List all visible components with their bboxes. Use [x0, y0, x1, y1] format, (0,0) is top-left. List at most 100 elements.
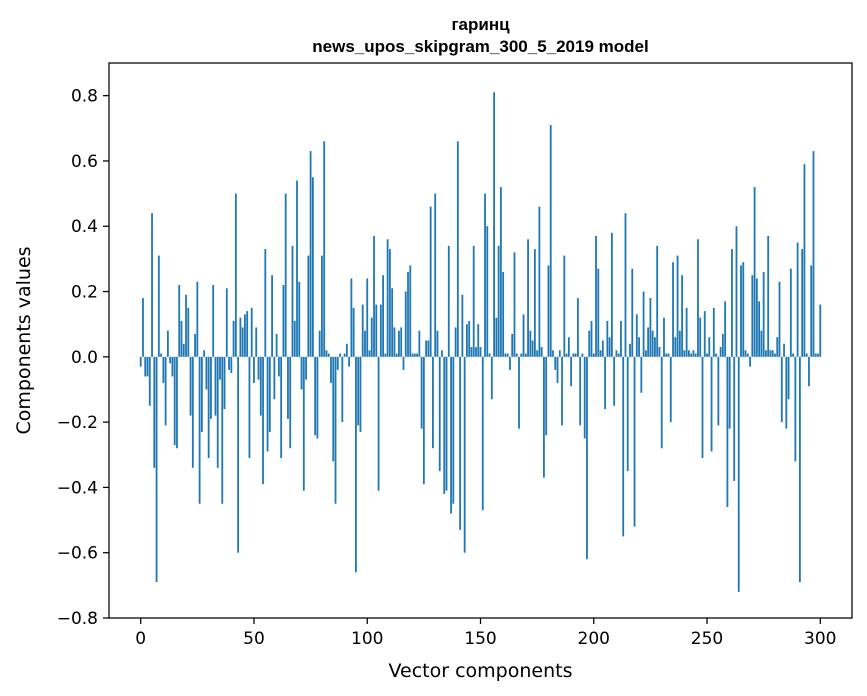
bar-component-202: [597, 268, 600, 357]
bar-component-164: [511, 333, 514, 357]
bar-component-86: [334, 356, 337, 504]
bar-component-43: [237, 356, 240, 553]
bar-component-155: [490, 356, 493, 400]
bar-component-159: [499, 187, 502, 357]
bar-component-143: [463, 356, 466, 553]
bar-component-296: [810, 265, 813, 357]
bar-component-6: [153, 356, 156, 468]
bar-component-72: [302, 356, 305, 491]
bar-component-196: [583, 356, 586, 439]
y-tick-label: −0.2: [57, 413, 98, 433]
bar-component-218: [633, 356, 636, 527]
bar-component-30: [207, 356, 210, 459]
bar-component-28: [203, 350, 206, 357]
bar-component-90: [343, 353, 346, 357]
bar-component-33: [214, 356, 217, 416]
bar-component-188: [565, 353, 568, 357]
bar-component-235: [672, 262, 674, 357]
bar-component-260: [728, 356, 731, 429]
bar-component-83: [327, 353, 330, 357]
bar-component-35: [219, 356, 221, 380]
bar-component-19: [182, 343, 185, 357]
bar-component-122: [416, 353, 418, 357]
bar-component-287: [789, 268, 792, 357]
bar-component-272: [755, 278, 758, 357]
bar-component-57: [268, 356, 271, 432]
bar-component-87: [336, 356, 339, 370]
bar-component-37: [223, 356, 226, 410]
bar-component-281: [776, 337, 779, 357]
bar-component-192: [574, 353, 577, 357]
bar-component-123: [418, 330, 421, 357]
bar-component-276: [765, 350, 767, 357]
bar-component-292: [801, 249, 804, 357]
bar-component-264: [737, 356, 740, 592]
bar-component-153: [486, 226, 489, 357]
bar-component-92: [348, 356, 351, 367]
bar-component-84: [330, 356, 332, 383]
bar-component-275: [762, 271, 765, 357]
bar-component-3: [146, 356, 149, 377]
bar-component-206: [606, 320, 609, 357]
bar-component-49: [250, 307, 253, 357]
bar-component-125: [422, 356, 425, 485]
bar-component-262: [733, 356, 736, 481]
bar-component-214: [624, 213, 627, 357]
bar-component-93: [350, 278, 353, 357]
x-axis-ticks: 0 50 100 150 200 250 300: [135, 618, 837, 649]
bar-component-259: [726, 356, 729, 507]
bar-component-205: [604, 356, 606, 410]
bar-component-54: [262, 356, 264, 485]
bar-component-177: [540, 347, 543, 357]
bar-component-121: [413, 353, 416, 357]
x-tick-label: 150: [464, 629, 496, 649]
bar-component-111: [391, 288, 394, 357]
bar-component-204: [601, 340, 604, 357]
bar-component-105: [377, 356, 380, 491]
bar-component-138: [452, 356, 455, 504]
bar-component-132: [438, 356, 441, 472]
bar-component-294: [805, 353, 808, 357]
bar-component-96: [357, 356, 360, 426]
bar-component-247: [699, 317, 702, 357]
bar-component-56: [266, 356, 269, 452]
bar-component-104: [375, 304, 378, 357]
bar-component-147: [472, 245, 475, 357]
bar-component-85: [332, 356, 335, 462]
bar-component-270: [751, 275, 754, 357]
bar-component-254: [715, 353, 717, 357]
bar-component-140: [456, 141, 459, 357]
bar-component-95: [355, 356, 357, 573]
bar-component-64: [284, 193, 287, 357]
bar-component-29: [205, 356, 208, 390]
bar-component-160: [502, 271, 505, 357]
bar-component-182: [552, 350, 554, 357]
bar-component-165: [513, 252, 516, 357]
y-tick-label: 0.4: [71, 217, 98, 237]
bar-component-269: [749, 356, 751, 367]
bar-component-227: [654, 337, 656, 357]
x-tick-label: 200: [578, 629, 610, 649]
bar-component-228: [656, 245, 659, 357]
bar-component-135: [445, 356, 448, 491]
bar-component-184: [556, 356, 559, 383]
bar-component-230: [660, 356, 663, 449]
bar-component-106: [379, 304, 382, 357]
x-tick-label: 300: [804, 629, 836, 649]
bar-component-285: [785, 356, 788, 429]
y-tick-label: −0.8: [57, 609, 98, 629]
bar-component-129: [432, 356, 434, 449]
bar-component-271: [753, 187, 756, 357]
bar-component-148: [475, 347, 477, 357]
bar-component-191: [572, 353, 575, 357]
bar-component-94: [352, 307, 355, 357]
bar-component-162: [506, 353, 509, 357]
bar-component-179: [545, 356, 548, 436]
y-axis-ticks: −0.8 −0.6 −0.4 −0.2 0.0 0.2 0.4 0.6 0.8: [57, 87, 109, 629]
bar-component-267: [744, 350, 747, 357]
bar-component-197: [586, 356, 588, 560]
x-tick-label: 0: [135, 629, 146, 649]
bar-component-66: [289, 356, 292, 449]
bar-component-299: [817, 353, 819, 357]
bar-component-9: [160, 353, 162, 357]
